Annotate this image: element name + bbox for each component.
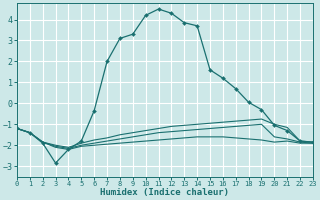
X-axis label: Humidex (Indice chaleur): Humidex (Indice chaleur) <box>100 188 229 197</box>
